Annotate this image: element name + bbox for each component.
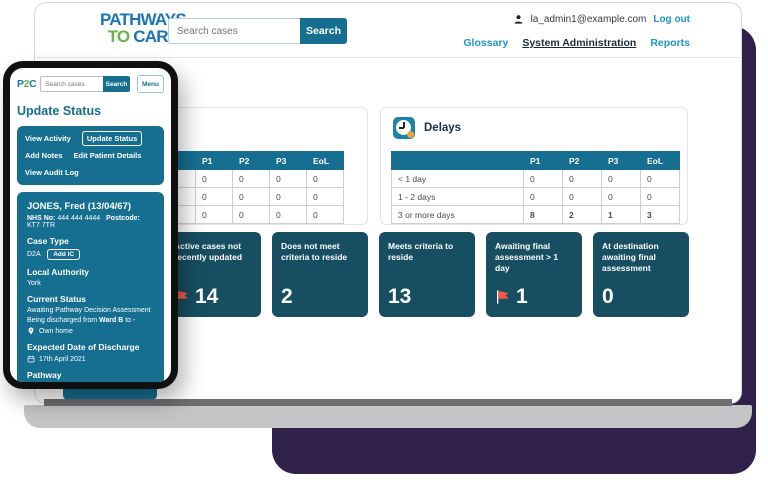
phone-search-input[interactable] [40, 76, 103, 92]
delays-table: P1 P2 P3 EoL < 1 day 0 0 0 0 1 - 2 days … [391, 151, 680, 224]
logo-care: CARE [133, 27, 179, 46]
delays-title: Delays [424, 122, 462, 134]
case-type-value: D2A [27, 251, 41, 258]
tab-update-status[interactable]: Update Status [81, 131, 143, 146]
discharge-line: Being discharged from Ward B to - [27, 317, 136, 324]
card-awaiting-final-assessment[interactable]: Awaiting final assessment > 1 day 1 [486, 232, 582, 317]
header-nav: Glossary System Administration Reports [463, 37, 690, 49]
pathways-to-care-logo: PATHWAYS TO CARE [100, 10, 187, 46]
logo-pathways: PATHWAYS [100, 10, 187, 29]
case-type-section: Case Type D2A Add IC [27, 236, 154, 260]
phone-search-row: P2C Search Menu [17, 75, 164, 93]
col-p3: P3 [269, 151, 307, 170]
header-search: Search [168, 18, 347, 44]
clock-icon [393, 117, 415, 139]
header-divider [36, 57, 740, 58]
local-authority-value: York [27, 280, 41, 287]
delay-count-link[interactable]: 3 [640, 205, 680, 224]
nav-system-administration[interactable]: System Administration [522, 37, 637, 49]
user-email: la_admin1@example.com [530, 14, 647, 25]
p2c-logo: P2C [17, 78, 37, 90]
table-row: 3 or more days 8 2 1 3 [391, 205, 680, 224]
delays-header: Delays [393, 117, 461, 139]
tab-edit-patient-details[interactable]: Edit Patient Details [73, 151, 142, 160]
card-active-cases-not-recently-updated[interactable]: Active cases not recently updated 14 [165, 232, 261, 317]
col-eol: EoL [640, 151, 680, 170]
patient-ids: NHS No: 444 444 4444 Postcode: KT7 7TR [27, 215, 140, 229]
table-row: 1 - 2 days 0 0 0 0 [391, 187, 680, 206]
logout-link[interactable]: Log out [653, 14, 690, 25]
edd-section: Expected Date of Discharge 17th April 20… [27, 342, 140, 363]
table-row: < 1 day 0 0 0 0 [391, 169, 680, 188]
card-meets-criteria[interactable]: Meets criteria to reside 13 [379, 232, 475, 317]
patient-name-dob: JONES, Fred (13/04/67) [27, 201, 132, 212]
delay-count-link[interactable]: 8 [523, 205, 563, 224]
nav-reports[interactable]: Reports [650, 37, 690, 49]
calendar-icon [27, 355, 35, 363]
add-ic-button[interactable]: Add IC [47, 249, 81, 260]
phone-mockup: P2C Search Menu Update Status View Activ… [3, 61, 178, 389]
tab-view-audit-log[interactable]: View Audit Log [25, 168, 79, 177]
col-p1: P1 [523, 151, 563, 170]
nav-glossary[interactable]: Glossary [463, 37, 509, 49]
location-pin-icon [28, 327, 34, 335]
tab-add-notes[interactable]: Add Notes [25, 151, 63, 160]
flag-icon [497, 290, 509, 304]
delay-count-link[interactable]: 1 [601, 205, 641, 224]
laptop-base [24, 405, 752, 428]
search-button[interactable]: Search [300, 18, 347, 44]
user-icon [514, 15, 522, 24]
logo-to: TO [107, 27, 130, 46]
col-eol: EoL [306, 151, 344, 170]
user-row: la_admin1@example.com Log out [513, 14, 690, 25]
laptop-hinge [44, 399, 732, 406]
delay-count-link[interactable]: 2 [562, 205, 602, 224]
edd-value: 17th April 2021 [39, 355, 86, 363]
col-p1: P1 [195, 151, 233, 170]
discharge-destination: Own home [27, 327, 154, 335]
tab-view-activity[interactable]: View Activity [25, 134, 71, 143]
card-at-destination-awaiting[interactable]: At destination awaiting final assessment… [593, 232, 689, 317]
delays-panel: Delays P1 P2 P3 EoL < 1 day 0 0 0 0 1 - … [380, 107, 688, 225]
page-title: Update Status [17, 104, 102, 118]
local-authority-section: Local Authority York [27, 267, 154, 287]
phone-search-button[interactable]: Search [103, 76, 130, 92]
table-header-row: P1 P2 P3 EoL [391, 151, 680, 170]
search-input[interactable] [168, 18, 300, 44]
col-p2: P2 [562, 151, 602, 170]
pathway-icon [27, 383, 35, 389]
current-status-section: Current Status Awaiting Pathway Decision… [27, 294, 154, 335]
card-does-not-meet-criteria[interactable]: Does not meet criteria to reside 2 [272, 232, 368, 317]
pathway-value: P2 [39, 383, 48, 389]
col-p3: P3 [601, 151, 641, 170]
phone-tab-bar: View Activity Update Status Add Notes Ed… [17, 126, 164, 185]
patient-panel: JONES, Fred (13/04/67) NHS No: 444 444 4… [17, 192, 164, 389]
current-status-value: Awaiting Pathway Decision Assessment [27, 307, 151, 314]
pathway-section: Pathway P2 [27, 370, 62, 389]
col-p2: P2 [232, 151, 270, 170]
phone-menu-button[interactable]: Menu [137, 75, 164, 93]
